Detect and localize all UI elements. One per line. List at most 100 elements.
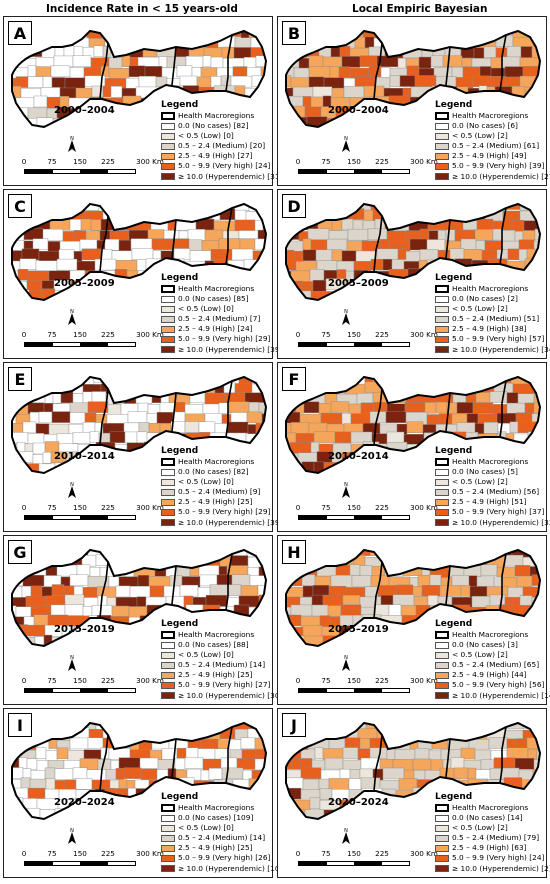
municipality bbox=[50, 382, 66, 394]
north-label: N bbox=[70, 309, 74, 315]
municipality bbox=[414, 75, 437, 87]
choropleth-map bbox=[282, 721, 542, 829]
municipality bbox=[87, 737, 104, 749]
legend-swatch bbox=[435, 804, 449, 813]
municipality bbox=[114, 723, 124, 731]
municipality bbox=[396, 127, 412, 137]
municipality bbox=[140, 768, 158, 780]
legend-swatch bbox=[435, 641, 449, 649]
municipality bbox=[69, 402, 89, 415]
municipality bbox=[138, 76, 157, 88]
municipality bbox=[63, 45, 75, 57]
municipality bbox=[115, 210, 126, 223]
legend-swatch bbox=[435, 173, 449, 181]
legend-swatch bbox=[435, 671, 449, 679]
municipality bbox=[198, 421, 216, 433]
municipality bbox=[139, 757, 159, 770]
municipality bbox=[318, 403, 332, 415]
municipality bbox=[480, 564, 498, 576]
municipality bbox=[72, 55, 92, 67]
municipality bbox=[107, 301, 115, 310]
legend-swatch bbox=[161, 671, 175, 679]
municipality bbox=[137, 723, 157, 732]
municipality bbox=[501, 230, 516, 242]
municipality bbox=[360, 817, 374, 819]
municipality bbox=[213, 779, 234, 791]
municipality bbox=[314, 646, 334, 656]
scale-tick-label: 75 bbox=[47, 330, 57, 339]
state-outline bbox=[11, 29, 268, 129]
municipality bbox=[452, 382, 474, 395]
north-label: N bbox=[344, 828, 348, 834]
state-outline bbox=[11, 721, 268, 821]
municipality bbox=[397, 248, 407, 260]
municipality bbox=[120, 381, 138, 393]
municipality bbox=[70, 117, 80, 127]
municipality bbox=[110, 204, 132, 212]
municipality bbox=[532, 550, 540, 558]
municipality bbox=[27, 787, 46, 800]
municipality bbox=[438, 204, 449, 211]
legend-swatch bbox=[435, 142, 449, 150]
legend: Legend Health Macroregions 0.0 (No cases) … bbox=[435, 100, 550, 182]
legend-item: 0.5 – 2.4 (Medium) [14] bbox=[161, 833, 282, 843]
municipality bbox=[111, 605, 130, 618]
municipality bbox=[308, 55, 324, 68]
municipality bbox=[418, 56, 432, 69]
municipality bbox=[393, 453, 411, 465]
municipality bbox=[477, 204, 492, 210]
macroregion-border bbox=[225, 34, 233, 92]
municipality bbox=[47, 241, 61, 253]
municipality bbox=[129, 35, 151, 48]
municipality bbox=[187, 31, 210, 39]
municipality bbox=[145, 290, 162, 300]
municipality bbox=[312, 585, 330, 597]
municipality bbox=[282, 820, 300, 829]
legend-item: 0.0 (No cases) [85] bbox=[161, 294, 282, 304]
municipality bbox=[309, 797, 321, 810]
municipality bbox=[303, 401, 320, 414]
municipality bbox=[341, 218, 354, 231]
municipality bbox=[69, 737, 89, 750]
municipality bbox=[345, 377, 357, 385]
municipality bbox=[137, 555, 153, 567]
municipality bbox=[129, 645, 149, 646]
panel-letter: E bbox=[8, 367, 32, 391]
macroregion-border bbox=[499, 380, 507, 438]
municipality bbox=[228, 401, 250, 413]
municipality bbox=[474, 749, 492, 762]
municipality bbox=[507, 248, 520, 261]
municipality bbox=[129, 290, 147, 300]
municipality bbox=[33, 727, 53, 739]
legend-swatch bbox=[435, 488, 449, 496]
municipality bbox=[293, 128, 310, 137]
municipality bbox=[522, 66, 539, 78]
panel-letter: A bbox=[8, 21, 32, 45]
municipality bbox=[12, 463, 21, 473]
municipality bbox=[539, 31, 540, 37]
municipality bbox=[329, 66, 340, 78]
municipality bbox=[470, 723, 492, 731]
state-outline bbox=[11, 548, 268, 648]
legend-title: Legend bbox=[161, 446, 199, 456]
municipality bbox=[107, 474, 116, 483]
map-panel-c: C 2005–2009 N 0 75 150 225 300 Km Legend Health M… bbox=[3, 189, 282, 359]
municipality bbox=[265, 393, 266, 406]
municipality bbox=[17, 269, 29, 281]
map-panel-j: J 2020–2024 N 0 75 150 225 300 Km Legend Health M… bbox=[277, 708, 550, 878]
north-label: N bbox=[70, 828, 74, 834]
scale-tick-label: 225 bbox=[101, 849, 115, 858]
period-label: 2020–2024 bbox=[54, 797, 115, 808]
municipality bbox=[174, 401, 186, 414]
municipality bbox=[268, 546, 272, 557]
municipality bbox=[33, 614, 49, 626]
municipality bbox=[76, 564, 91, 577]
municipality bbox=[460, 31, 474, 38]
legend-swatch bbox=[161, 865, 175, 873]
municipality bbox=[119, 451, 138, 464]
macroregion-border bbox=[99, 388, 109, 446]
municipality bbox=[380, 550, 402, 559]
municipality bbox=[394, 748, 416, 761]
scale-tick-label: 225 bbox=[101, 157, 115, 166]
municipality bbox=[54, 768, 74, 780]
